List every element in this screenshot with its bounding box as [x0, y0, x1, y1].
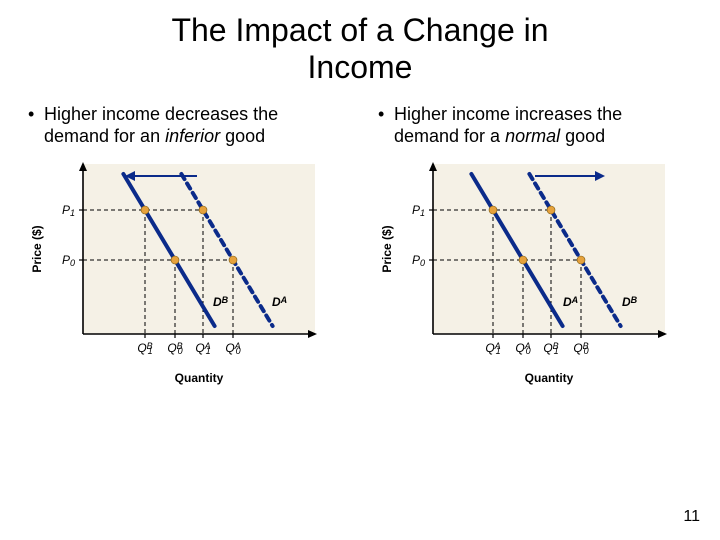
svg-text:P1: P1: [412, 203, 425, 218]
demand-chart-normal: Price ($)QuantityP1P0QA1QA0QB1QB0DADB: [375, 154, 695, 414]
svg-text:QB0: QB0: [573, 341, 588, 356]
bullet-dot-icon: •: [378, 104, 394, 148]
bullet-left-suffix: good: [220, 126, 265, 146]
bullet-dot-icon: •: [28, 104, 44, 148]
chart-left-col: Price ($)QuantityP1P0QB1QB0QA1QA0DBDA: [10, 154, 360, 414]
chart-right-col: Price ($)QuantityP1P0QA1QA0QB1QB0DADB: [360, 154, 710, 414]
title-line-1: The Impact of a Change in: [171, 12, 548, 48]
bullet-right: • Higher income increases the demand for…: [378, 104, 692, 148]
slide-title: The Impact of a Change in Income: [0, 0, 720, 94]
svg-text:QA0: QA0: [515, 341, 530, 356]
svg-text:QA0: QA0: [225, 341, 240, 356]
title-line-2: Income: [308, 49, 413, 85]
bullet-left-text: Higher income decreases the demand for a…: [44, 104, 342, 148]
bullet-left-emph: inferior: [165, 126, 220, 146]
charts-row: Price ($)QuantityP1P0QB1QB0QA1QA0DBDA Pr…: [0, 152, 720, 414]
svg-text:Quantity: Quantity: [525, 371, 574, 385]
svg-text:Price ($): Price ($): [380, 225, 394, 272]
bullet-left-col: • Higher income decreases the demand for…: [10, 104, 360, 148]
svg-text:QB0: QB0: [167, 341, 182, 356]
svg-text:QA1: QA1: [485, 341, 500, 356]
svg-text:QA1: QA1: [195, 341, 210, 356]
svg-text:QB1: QB1: [543, 341, 558, 356]
demand-chart-inferior: Price ($)QuantityP1P0QB1QB0QA1QA0DBDA: [25, 154, 345, 414]
svg-text:QB1: QB1: [137, 341, 152, 356]
bullet-right-col: • Higher income increases the demand for…: [360, 104, 710, 148]
svg-text:P0: P0: [62, 253, 75, 268]
bullet-right-text: Higher income increases the demand for a…: [394, 104, 692, 148]
svg-text:Quantity: Quantity: [175, 371, 224, 385]
svg-text:P1: P1: [62, 203, 75, 218]
page-number: 11: [683, 508, 700, 526]
bullet-row: • Higher income decreases the demand for…: [0, 94, 720, 152]
bullet-left: • Higher income decreases the demand for…: [28, 104, 342, 148]
bullet-right-suffix: good: [560, 126, 605, 146]
svg-text:Price ($): Price ($): [30, 225, 44, 272]
bullet-right-emph: normal: [505, 126, 560, 146]
svg-text:P0: P0: [412, 253, 425, 268]
